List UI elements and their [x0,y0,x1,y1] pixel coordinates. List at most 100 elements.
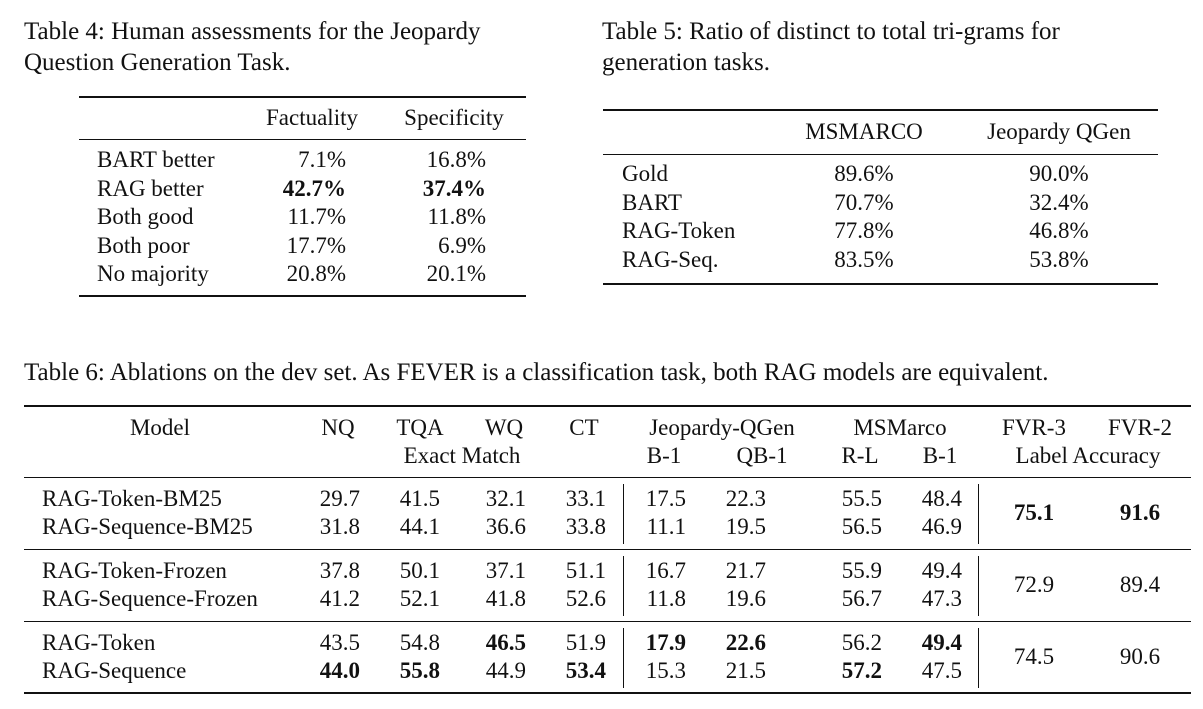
table4-caption-line2: Question Generation Task. [24,49,291,76]
factuality-value: 7.1% [298,147,346,172]
jeopardy-value: 32.4% [1029,190,1089,215]
header-tqa: TQA [396,415,444,440]
msmarco-b1-value: 49.4 [921,630,962,655]
model-name: RAG-Sequence-Frozen [42,586,258,611]
jeopardy-b1-value: 15.3 [645,658,686,683]
wq-value: 41.8 [485,586,526,611]
header-model: Model [129,415,191,440]
header-fvr3: FVR-3 [1002,415,1066,440]
msmarco-rl-value: 57.2 [841,658,882,683]
model-name: RAG-Sequence [42,658,187,683]
table4-header-factuality: Factuality [266,105,358,130]
msmarco-b1-value: 46.9 [921,514,962,539]
jeopardy-b1-value: 17.5 [645,486,686,511]
table4-top-rule [79,96,526,98]
header-label-accuracy: Label Accuracy [1015,443,1161,468]
row-label: BART [622,190,682,215]
msmarco-rl-value: 56.5 [841,514,882,539]
model-name: RAG-Token [42,630,156,655]
table5-header-msmarco: MSMARCO [805,119,923,144]
column-divider [978,628,979,688]
tqa-value: 54.8 [399,630,440,655]
wq-value: 37.1 [485,558,526,583]
group-divider-rule [24,621,1191,622]
jeopardy-qb1-value: 22.6 [725,630,766,655]
msmarco-value: 89.6% [834,161,894,186]
msmarco-rl-value: 56.7 [841,586,882,611]
nq-value: 31.8 [319,514,360,539]
header-msmarco: MSMarco [853,415,947,440]
msmarco-value: 70.7% [834,190,894,215]
model-name: RAG-Sequence-BM25 [42,514,253,539]
table4-header-specificity: Specificity [404,105,504,130]
group-divider-rule [24,549,1191,550]
tqa-value: 55.8 [399,658,440,683]
header-nq: NQ [321,415,355,440]
model-name: RAG-Token-Frozen [42,558,227,583]
row-label: No majority [97,261,209,286]
table5-mid-rule [603,154,1158,155]
ct-value: 52.6 [565,586,606,611]
header-ct: CT [569,415,599,440]
header-msmarco-rl: R-L [841,443,879,468]
factuality-value: 11.7% [287,204,346,229]
factuality-value: 20.8% [286,261,346,286]
fvr2-value: 89.4 [1119,572,1161,597]
fvr3-value: 74.5 [1013,644,1055,669]
column-divider [623,628,624,688]
header-fvr2: FVR-2 [1108,415,1172,440]
column-divider [623,556,624,616]
header-jeopardy-b1: B-1 [646,443,682,468]
table4-caption-line1: Table 4: Human assessments for the Jeopa… [24,18,481,45]
table4-bottom-rule [79,295,526,297]
msmarco-value: 83.5% [834,247,894,272]
row-label: Both good [97,204,194,229]
jeopardy-qb1-value: 19.5 [725,514,766,539]
ct-value: 51.1 [565,558,606,583]
specificity-value: 6.9% [438,233,486,258]
fvr2-value: 90.6 [1119,644,1161,669]
nq-value: 41.2 [319,586,360,611]
column-divider [978,484,979,544]
factuality-value: 17.7% [286,233,346,258]
ct-value: 53.4 [565,658,606,683]
msmarco-b1-value: 49.4 [921,558,962,583]
header-jeopardy: Jeopardy-QGen [649,415,795,440]
header-wq: WQ [484,415,524,440]
header-exact-match: Exact Match [403,443,521,468]
msmarco-value: 77.8% [834,218,894,243]
header-msmarco-b1: B-1 [922,443,958,468]
table6-bottom-rule [24,692,1191,694]
specificity-value: 37.4% [422,176,486,201]
nq-value: 29.7 [319,486,360,511]
table6-header-rule [24,477,1191,478]
msmarco-rl-value: 55.5 [841,486,882,511]
row-label: RAG better [97,176,204,201]
tqa-value: 52.1 [399,586,440,611]
wq-value: 36.6 [485,514,526,539]
nq-value: 37.8 [319,558,360,583]
ct-value: 51.9 [565,630,606,655]
msmarco-b1-value: 47.5 [921,658,962,683]
msmarco-b1-value: 48.4 [921,486,962,511]
table4-mid-rule [79,139,526,140]
table5-top-rule [603,109,1158,111]
column-divider [623,484,624,544]
msmarco-rl-value: 55.9 [841,558,882,583]
fvr3-value: 75.1 [1013,500,1055,525]
tqa-value: 50.1 [399,558,440,583]
msmarco-rl-value: 56.2 [841,630,882,655]
msmarco-b1-value: 47.3 [921,586,962,611]
wq-value: 44.9 [485,658,526,683]
fvr2-value: 91.6 [1119,500,1161,525]
row-label: Gold [622,161,668,186]
jeopardy-qb1-value: 19.6 [725,586,766,611]
jeopardy-b1-value: 11.8 [646,586,686,611]
jeopardy-value: 53.8% [1029,247,1089,272]
row-label: RAG-Token [622,218,736,243]
row-label: BART better [97,147,215,172]
jeopardy-qb1-value: 21.5 [725,658,766,683]
table5-header-jeopardy: Jeopardy QGen [987,119,1131,144]
model-name: RAG-Token-BM25 [42,486,222,511]
jeopardy-qb1-value: 21.7 [725,558,766,583]
